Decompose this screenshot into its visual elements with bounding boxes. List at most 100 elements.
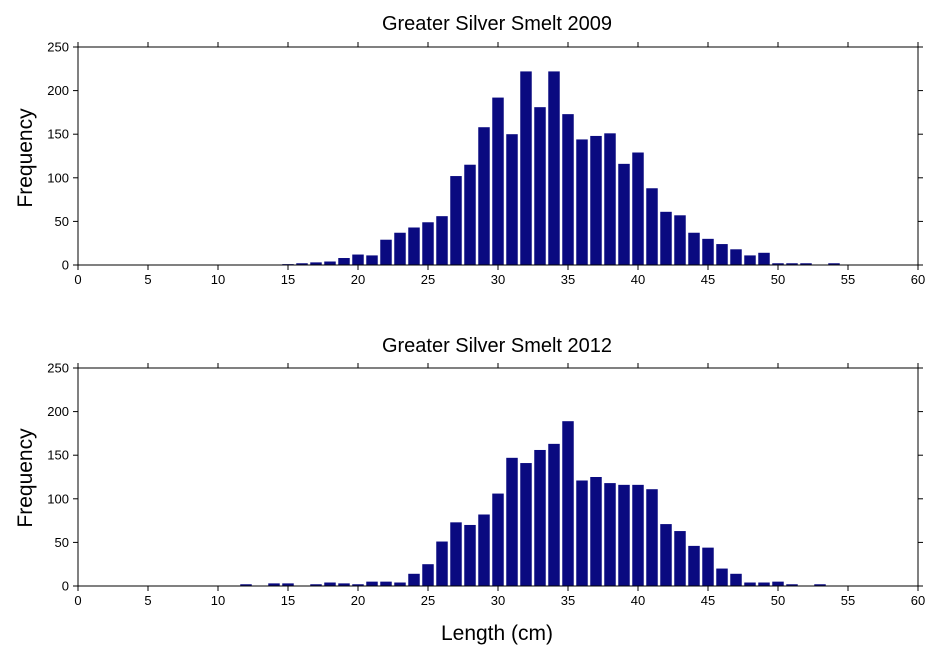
bar: [576, 480, 588, 586]
bar: [758, 582, 770, 586]
bar: [436, 541, 448, 586]
y-tick-label: 150: [47, 127, 69, 142]
bar: [324, 261, 336, 265]
x-tick-label: 5: [144, 272, 151, 287]
bar: [422, 564, 434, 586]
x-tick-label: 5: [144, 593, 151, 608]
y-tick-label: 150: [47, 448, 69, 463]
bar: [310, 584, 322, 586]
x-tick-label: 60: [911, 272, 925, 287]
x-tick-label: 35: [561, 272, 575, 287]
bar: [744, 255, 756, 265]
bar: [562, 114, 574, 265]
bar: [828, 263, 840, 265]
bar: [520, 463, 532, 586]
bar: [786, 584, 798, 586]
chart-2009: Greater Silver Smelt 2009 Frequency 0 5 10…: [14, 13, 925, 287]
bar: [548, 443, 560, 586]
bar: [324, 582, 336, 586]
bar: [562, 421, 574, 586]
bar: [814, 584, 826, 586]
bar: [590, 477, 602, 586]
bar: [730, 573, 742, 586]
bar: [660, 211, 672, 265]
x-tick-label: 0: [74, 272, 81, 287]
bar: [604, 483, 616, 586]
bar: [492, 97, 504, 265]
x-tick-label: 10: [211, 272, 225, 287]
bar: [758, 252, 770, 265]
x-tick-label: 35: [561, 593, 575, 608]
bar: [590, 135, 602, 265]
bar: [646, 188, 658, 265]
axis-ticks: 0 5 10 15 20 25 30 35 40 45 50 55 60 0 50 100 150 200 250: [47, 361, 925, 609]
bar: [716, 244, 728, 265]
bar: [772, 263, 784, 265]
bar: [772, 581, 784, 586]
chart-2012: Greater Silver Smelt 2012 Frequency Leng…: [14, 335, 925, 645]
bar: [394, 232, 406, 265]
x-tick-label: 25: [421, 593, 435, 608]
bar: [646, 489, 658, 586]
x-tick-label: 30: [491, 272, 505, 287]
bar: [394, 582, 406, 586]
y-tick-label: 50: [55, 214, 69, 229]
y-tick-label: 50: [55, 535, 69, 550]
bar: [688, 232, 700, 265]
bar: [716, 568, 728, 586]
x-axis-label: Length (cm): [441, 622, 553, 645]
x-tick-label: 45: [701, 272, 715, 287]
bar: [310, 262, 322, 265]
axis-ticks: 0 5 10 15 20 25 30 35 40 45 50 55 60 0 50 100 150 200 250: [47, 40, 925, 288]
x-tick-label: 40: [631, 593, 645, 608]
bar: [744, 582, 756, 586]
bar: [338, 583, 350, 586]
bar: [422, 222, 434, 265]
bar: [478, 514, 490, 586]
bar: [478, 127, 490, 265]
x-tick-label: 50: [771, 593, 785, 608]
bar: [506, 457, 518, 586]
bar: [576, 139, 588, 265]
bar: [534, 449, 546, 586]
bar: [450, 176, 462, 265]
x-tick-label: 20: [351, 272, 365, 287]
y-tick-label: 100: [47, 491, 69, 506]
bar: [660, 524, 672, 586]
bar: [296, 263, 308, 265]
bar-series: [282, 71, 840, 265]
x-tick-label: 15: [281, 593, 295, 608]
x-tick-label: 55: [841, 272, 855, 287]
bar: [674, 531, 686, 586]
bar: [366, 581, 378, 586]
bar: [786, 263, 798, 265]
y-axis-label: Frequency: [14, 108, 37, 208]
bar: [688, 545, 700, 586]
x-tick-label: 60: [911, 593, 925, 608]
bar: [548, 71, 560, 265]
bar: [352, 254, 364, 265]
y-tick-label: 250: [47, 361, 69, 376]
y-tick-label: 200: [47, 404, 69, 419]
bar: [408, 227, 420, 265]
x-tick-label: 20: [351, 593, 365, 608]
x-tick-label: 40: [631, 272, 645, 287]
chart-title: Greater Silver Smelt 2009: [382, 13, 612, 35]
bar: [450, 522, 462, 586]
y-axis-label: Frequency: [14, 428, 37, 528]
chart-title: Greater Silver Smelt 2012: [382, 335, 612, 357]
bar: [674, 215, 686, 265]
x-tick-label: 50: [771, 272, 785, 287]
y-tick-label: 250: [47, 40, 69, 55]
x-tick-label: 10: [211, 593, 225, 608]
bar: [408, 573, 420, 586]
bar: [380, 239, 392, 265]
bar: [492, 493, 504, 586]
bar: [282, 583, 294, 586]
bar: [632, 484, 644, 586]
bar: [800, 263, 812, 265]
y-tick-label: 100: [47, 170, 69, 185]
bar: [632, 152, 644, 265]
y-tick-label: 0: [62, 258, 69, 273]
